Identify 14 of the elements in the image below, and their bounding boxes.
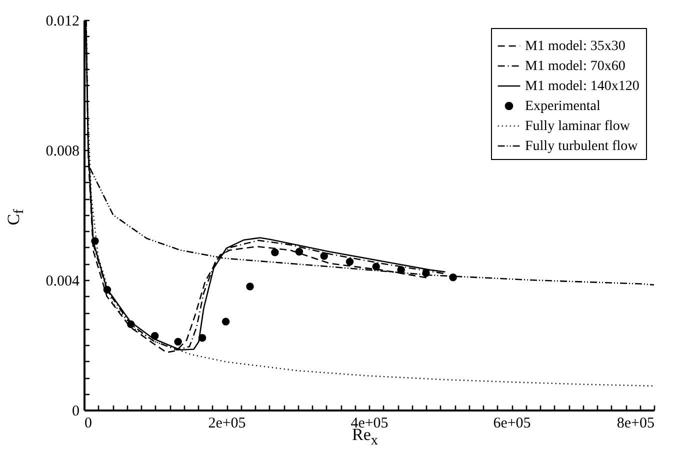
y-tick-label: 0 [72,404,80,420]
x-tick-label: 6e+05 [493,416,531,432]
legend-label: Experimental [525,99,601,114]
legend-label: Fully turbulent flow [525,139,639,154]
x-tick-label: 0 [84,416,92,432]
x-tick-label: 8e+05 [616,416,654,432]
legend-label: M1 model: 35x30 [525,39,626,54]
x-tick-label: 2e+05 [208,416,246,432]
y-tick-label: 0.012 [46,14,80,30]
legend-label: M1 model: 140x120 [525,79,640,94]
y-tick-label: 0.004 [46,274,80,290]
legend-label: M1 model: 70x60 [525,59,626,74]
y-tick-label: 0.008 [46,144,80,160]
legend-label: Fully laminar flow [525,119,631,134]
